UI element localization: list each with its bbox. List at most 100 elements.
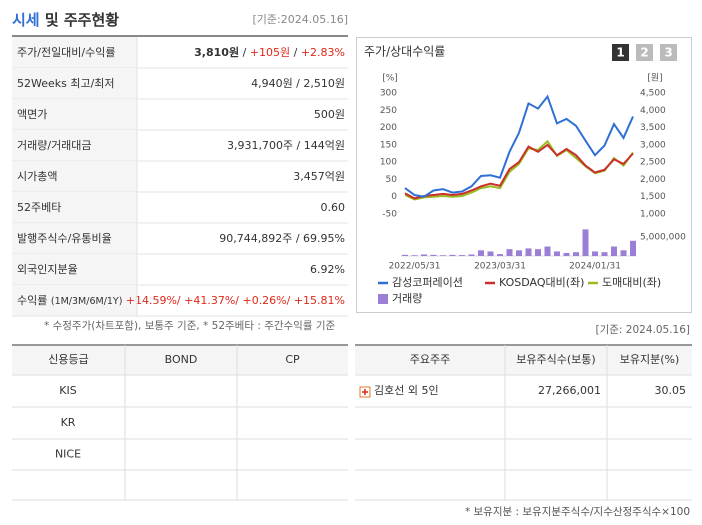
text-part: (1M/3M/6M/1Y) xyxy=(51,296,123,307)
row-value: 500원 xyxy=(314,108,345,121)
x-tick-label: 2022/05/31 xyxy=(389,262,441,272)
tab[interactable] xyxy=(660,44,677,61)
label-cell xyxy=(12,161,137,192)
row-value: 3,931,700주 / 144억원 xyxy=(227,139,345,152)
volume-bar xyxy=(506,249,513,256)
text-part: 52Weeks 최고/최저 xyxy=(17,77,115,90)
label-cell xyxy=(12,68,137,99)
volume-bar xyxy=(402,254,408,256)
volume-bar xyxy=(525,248,532,256)
table-header: BOND xyxy=(165,353,198,366)
volume-bar xyxy=(430,254,437,256)
y2-tick-label: 1,500 xyxy=(640,192,666,202)
lower-date: [기준: 2024.05.16] xyxy=(595,324,690,336)
legend-label: 거래량 xyxy=(392,292,422,305)
row-value: 6.92% xyxy=(310,263,345,276)
text-part: / xyxy=(239,46,250,59)
table-header: 보유주식수(보통) xyxy=(516,353,595,366)
text-part: +2.83% xyxy=(301,46,345,59)
chart-title: 주가/상대수익률 xyxy=(364,45,445,59)
y2-tick-label: 3,500 xyxy=(640,123,666,133)
text-part: 발행주식수/유통비율 xyxy=(17,232,112,245)
text-part: 3,931,700주 / 144억원 xyxy=(227,139,345,152)
row-label: 주가/전일대비/수익률 xyxy=(17,45,116,59)
table-header: 주요주주 xyxy=(410,353,450,366)
price-line xyxy=(404,94,634,198)
y-unit: [%] xyxy=(382,74,398,84)
y-tick-label: -50 xyxy=(382,210,397,220)
y-tick-label: 0 xyxy=(391,192,397,202)
volume-bar xyxy=(449,254,456,256)
volume-bar xyxy=(611,246,617,256)
volume-bar xyxy=(459,255,465,256)
text-part: 외국인지분율 xyxy=(17,263,78,276)
plus-icon[interactable] xyxy=(359,386,371,398)
table-head-bg xyxy=(355,346,692,375)
holder-shares: 27,266,001 xyxy=(538,384,601,397)
row-label: 52Weeks 최고/최저 xyxy=(17,77,115,90)
volume-bar xyxy=(497,254,503,256)
y-tick-label: 50 xyxy=(386,175,398,185)
row-value: 0.60 xyxy=(321,201,346,214)
volume-bar xyxy=(601,252,608,256)
row-label: 시가총액 xyxy=(17,170,57,183)
tab[interactable] xyxy=(636,44,653,61)
text-part: 시가총액 xyxy=(17,170,57,183)
volume-bar xyxy=(421,254,427,256)
legend-label: 도매대비(좌) xyxy=(602,276,661,289)
table-head-bg xyxy=(12,346,348,375)
credit-agency: NICE xyxy=(55,448,81,461)
text-part: 4,940원 / 2,510원 xyxy=(251,77,345,90)
holder-name[interactable]: 김호선 외 5인 xyxy=(374,384,439,397)
y-tick-label: 300 xyxy=(380,89,397,99)
volume-bar xyxy=(468,254,475,256)
text-part: 6.92% xyxy=(310,263,345,276)
tab-label[interactable]: 3 xyxy=(664,46,672,60)
label-cell xyxy=(12,130,137,161)
row-label: 거래량/거래대금 xyxy=(17,139,92,152)
header-date: [기준:2024.05.16] xyxy=(252,13,348,26)
row-value: +14.59%/ +41.37%/ +0.26%/ +15.81% xyxy=(126,294,345,307)
table-header: 신용등급 xyxy=(48,353,88,366)
legend-label: KOSDAQ대비(좌) xyxy=(499,276,584,289)
label-cell xyxy=(12,223,137,254)
row-label: 수익률 (1M/3M/6M/1Y) xyxy=(17,294,122,307)
volume-bar xyxy=(487,251,494,256)
row-label: 52주베타 xyxy=(17,201,61,214)
text-part: 3,810원 xyxy=(194,45,239,59)
y-tick-label: 250 xyxy=(380,106,397,116)
holders-note: * 보유지분 : 보유지분주식수/지수산정주식수×100 xyxy=(465,506,690,518)
tab-label[interactable]: 2 xyxy=(640,46,648,60)
row-label: 발행주식수/유통비율 xyxy=(17,232,112,245)
volume-bar xyxy=(516,250,522,256)
text-part: +105원 xyxy=(250,46,290,59)
y2-tick-label: 4,000 xyxy=(640,106,666,116)
volume-bar xyxy=(630,240,636,256)
volume-bar xyxy=(592,251,598,256)
row-value: 3,810원 / +105원 / +2.83% xyxy=(194,45,345,59)
header: 시세 및 주주현황 xyxy=(12,11,119,29)
text-part: 90,744,892주 / 69.95% xyxy=(219,232,345,245)
y-tick-label: 150 xyxy=(380,140,397,150)
text-part: 주가/전일대비/수익률 xyxy=(17,45,116,59)
label-cell xyxy=(12,99,137,130)
label-cell xyxy=(12,285,137,316)
row-label: 액면가 xyxy=(17,108,47,121)
y-tick-label: 100 xyxy=(380,158,397,168)
x-tick-label: 2024/01/31 xyxy=(569,262,621,272)
row-value: 3,457억원 xyxy=(293,170,345,183)
y-tick-label: 200 xyxy=(380,123,397,133)
text-part: / xyxy=(290,46,301,59)
y2-tick-label: 2,500 xyxy=(640,158,666,168)
tab[interactable] xyxy=(612,44,629,61)
tab-label[interactable]: 1 xyxy=(616,46,624,60)
text-part: 거래량/거래대금 xyxy=(17,139,92,152)
row-value: 90,744,892주 / 69.95% xyxy=(219,232,345,245)
y2-tick-label: 2,000 xyxy=(640,175,666,185)
credit-agency: KIS xyxy=(59,384,76,397)
table-header: CP xyxy=(285,353,300,366)
row-label: 외국인지분율 xyxy=(17,263,78,276)
y2-unit: [원] xyxy=(647,73,662,84)
